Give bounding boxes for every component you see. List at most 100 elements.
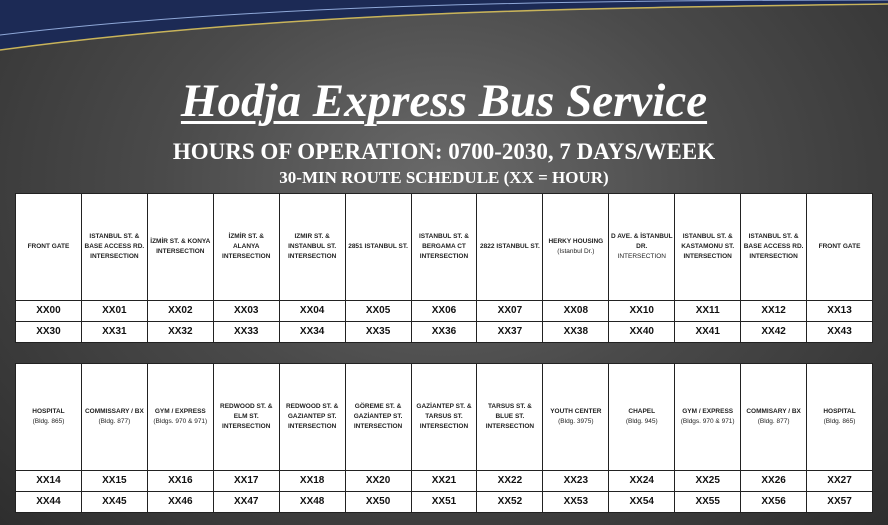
stop-header-row: FRONT GATE ISTANBUL ST. & BASE ACCESS RD.… — [15, 193, 873, 301]
time-cell: XX22 — [476, 470, 544, 492]
time-cell: XX35 — [344, 321, 412, 343]
stop-name: FRONT GATE — [27, 242, 70, 250]
time-cell: XX07 — [476, 300, 544, 322]
stop-note: (Bldg. 865) — [823, 418, 856, 425]
stop-name: REDWOOD ST. & ELM ST. INTERSECTION — [220, 402, 273, 431]
time-cell: XX21 — [410, 470, 478, 492]
stop-name: İZMİR ST. & ALANYA INTERSECTION — [222, 232, 271, 261]
stop-name: CHAPEL — [628, 407, 656, 415]
schedule-table-2: HOSPITAL (Bldg. 865) COMMISSARY / BX (Bldg.… — [15, 363, 873, 513]
stop-header: ISTANBUL ST. & BASE ACCESS RD. INTERSECT… — [740, 193, 808, 301]
time-cell: XX02 — [146, 300, 214, 322]
time-cell: XX04 — [278, 300, 346, 322]
stop-name: 2822 ISTANBUL ST. — [480, 242, 540, 250]
stop-name: İZMİR ST. & KONYA INTERSECTION — [150, 237, 211, 255]
stop-header: ISTANBUL ST. & KASTAMONU ST. INTERSECTIO… — [674, 193, 742, 301]
time-row: XX30 XX31 XX32 XX33 XX34 XX35 XX36 XX37 XX38 XX40… — [15, 321, 873, 343]
hours-of-operation: HOURS OF OPERATION: 0700-2030, 7 DAYS/WE… — [172, 139, 716, 164]
stop-name: GÖREME ST. & GAZİANTEP ST. INTERSECTION — [353, 402, 403, 431]
stop-header: İZMİR ST. & ALANYA INTERSECTION — [212, 193, 280, 301]
stop-header: YOUTH CENTER (Bldg. 3975) — [542, 363, 610, 471]
stop-name: D AVE. & İSTANBUL DR. — [610, 232, 673, 250]
time-cell: XX43 — [806, 321, 873, 343]
stop-name: TARSUS ST. & BLUE ST. INTERSECTION — [485, 402, 535, 431]
time-cell: XX42 — [740, 321, 808, 343]
time-cell: XX40 — [608, 321, 676, 343]
stop-name: GYM / EXPRESS — [682, 407, 734, 415]
schedule-table-1: FRONT GATE ISTANBUL ST. & BASE ACCESS RD.… — [15, 193, 873, 343]
time-cell: XX17 — [212, 470, 280, 492]
time-cell: XX36 — [410, 321, 478, 343]
stop-note: (Bldg. 877) — [757, 418, 790, 425]
stop-name: HOSPITAL — [823, 407, 856, 415]
time-cell: XX20 — [344, 470, 412, 492]
stop-header: TARSUS ST. & BLUE ST. INTERSECTION — [476, 363, 544, 471]
time-cell: XX03 — [212, 300, 280, 322]
time-cell: XX25 — [674, 470, 742, 492]
stop-name: COMMISSARY / BX — [84, 407, 144, 415]
time-cell: XX38 — [542, 321, 610, 343]
time-cell: XX16 — [146, 470, 214, 492]
time-cell: XX32 — [146, 321, 214, 343]
stop-header: REDWOOD ST. & GAZIANTEP ST. INTERSECTION — [278, 363, 346, 471]
time-cell: XX54 — [608, 491, 676, 513]
time-cell: XX57 — [806, 491, 873, 513]
time-cell: XX47 — [212, 491, 280, 513]
stop-note: (Bldg. 865) — [32, 418, 65, 425]
stop-header: GYM / EXPRESS (Bldgs. 970 & 971) — [146, 363, 214, 471]
stop-name: 2851 ISTANBUL ST. — [348, 242, 408, 250]
decorative-swoosh — [0, 0, 888, 51]
stop-header: GÖREME ST. & GAZİANTEP ST. INTERSECTION — [344, 363, 412, 471]
stop-name: GYM / EXPRESS — [154, 407, 206, 415]
time-cell: XX06 — [410, 300, 478, 322]
stop-header: GAZİANTEP ST. & TARSUS ST. INTERSECTION — [410, 363, 478, 471]
time-cell: XX23 — [542, 470, 610, 492]
time-cell: XX00 — [15, 300, 82, 322]
stop-header: GYM / EXPRESS (Bldgs. 970 & 971) — [674, 363, 742, 471]
stop-note: (Istanbul Dr.) — [557, 248, 595, 255]
stop-header: D AVE. & İSTANBUL DR. INTERSECTION — [608, 193, 676, 301]
stop-note: INTERSECTION — [617, 253, 666, 261]
time-row: XX44 XX45 XX46 XX47 XX48 XX50 XX51 XX52 XX53 XX54… — [15, 491, 873, 513]
time-cell: XX24 — [608, 470, 676, 492]
stop-header: ISTANBUL ST. & BASE ACCESS RD. INTERSECT… — [80, 193, 148, 301]
page-title: Hodja Express Bus Service — [180, 75, 708, 127]
time-cell: XX44 — [15, 491, 82, 513]
stop-header: 2851 ISTANBUL ST. — [344, 193, 412, 301]
stop-header: FRONT GATE — [15, 193, 82, 301]
stop-header: 2822 ISTANBUL ST. — [476, 193, 544, 301]
time-cell: XX51 — [410, 491, 478, 513]
stop-name: FRONT GATE — [818, 242, 861, 250]
time-cell: XX30 — [15, 321, 82, 343]
time-cell: XX27 — [806, 470, 873, 492]
stop-header: İZMİR ST. & KONYA INTERSECTION — [146, 193, 214, 301]
time-cell: XX46 — [146, 491, 214, 513]
stop-name: GAZİANTEP ST. & TARSUS ST. INTERSECTION — [416, 402, 472, 431]
time-cell: XX55 — [674, 491, 742, 513]
stop-header: IZMIR ST. & INSTANBUL ST. INTERSECTION — [278, 193, 346, 301]
time-cell: XX08 — [542, 300, 610, 322]
time-cell: XX12 — [740, 300, 808, 322]
time-cell: XX15 — [80, 470, 148, 492]
stop-name: HOSPITAL — [32, 407, 65, 415]
stop-note: (Bldgs. 970 & 971) — [680, 418, 735, 425]
time-cell: XX26 — [740, 470, 808, 492]
time-cell: XX33 — [212, 321, 280, 343]
stop-name: IZMIR ST. & INSTANBUL ST. INTERSECTION — [287, 232, 337, 261]
time-row: XX00 XX01 XX02 XX03 XX04 XX05 XX06 XX07 XX08 XX10… — [15, 300, 873, 322]
stop-header: REDWOOD ST. & ELM ST. INTERSECTION — [212, 363, 280, 471]
stop-name: REDWOOD ST. & GAZIANTEP ST. INTERSECTION — [285, 402, 339, 431]
stop-header: FRONT GATE — [806, 193, 873, 301]
stop-name: ISTANBUL ST. & BERGAMA CT INTERSECTION — [419, 232, 469, 261]
stop-note: (Bldgs. 970 & 971) — [153, 418, 208, 425]
stop-name: YOUTH CENTER — [550, 407, 602, 415]
stop-header: HERKY HOUSING (Istanbul Dr.) — [542, 193, 610, 301]
time-cell: XX34 — [278, 321, 346, 343]
time-cell: XX41 — [674, 321, 742, 343]
time-cell: XX05 — [344, 300, 412, 322]
stop-header-row: HOSPITAL (Bldg. 865) COMMISSARY / BX (Bldg.… — [15, 363, 873, 471]
time-cell: XX45 — [80, 491, 148, 513]
time-cell: XX18 — [278, 470, 346, 492]
stop-note: (Bldg. 877) — [98, 418, 131, 425]
stop-header: CHAPEL (Bldg. 945) — [608, 363, 676, 471]
